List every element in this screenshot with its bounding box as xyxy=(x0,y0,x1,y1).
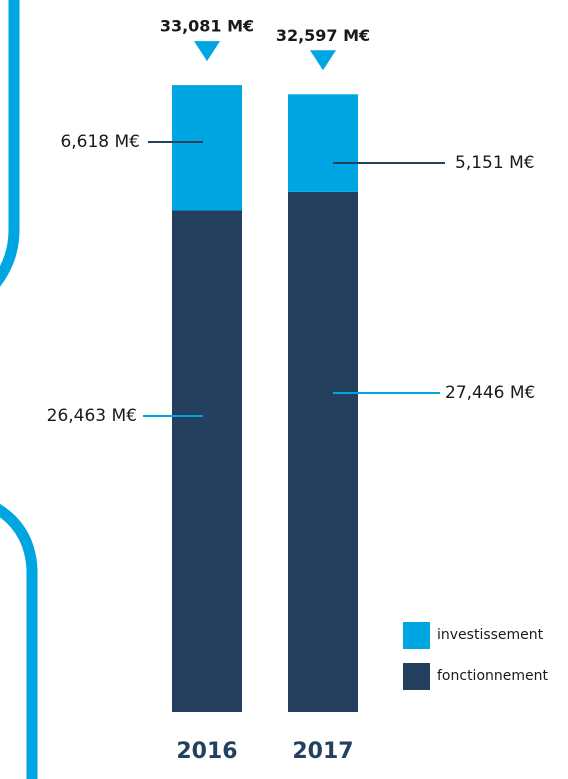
value-label: 6,618 M€ xyxy=(60,132,140,152)
total-label: 33,081 M€ xyxy=(160,17,254,36)
bar-segment xyxy=(288,191,358,712)
total-marker xyxy=(194,41,220,62)
legend-label: investissement xyxy=(437,627,544,643)
value-label: 27,446 M€ xyxy=(445,383,535,403)
x-tick-label: 2017 xyxy=(292,739,353,764)
decoration xyxy=(0,503,38,779)
x-tick-label: 2016 xyxy=(176,739,237,764)
legend-swatch xyxy=(403,663,430,690)
bar-segment xyxy=(172,210,242,712)
bar-segment xyxy=(288,94,358,192)
total-marker xyxy=(310,50,336,71)
legend-swatch xyxy=(403,622,430,649)
total-label: 32,597 M€ xyxy=(276,26,370,45)
bar-segment xyxy=(172,85,242,211)
value-label: 26,463 M€ xyxy=(47,406,137,426)
legend-label: fonctionnement xyxy=(437,668,548,684)
decoration xyxy=(0,0,20,287)
value-label: 5,151 M€ xyxy=(455,153,535,173)
